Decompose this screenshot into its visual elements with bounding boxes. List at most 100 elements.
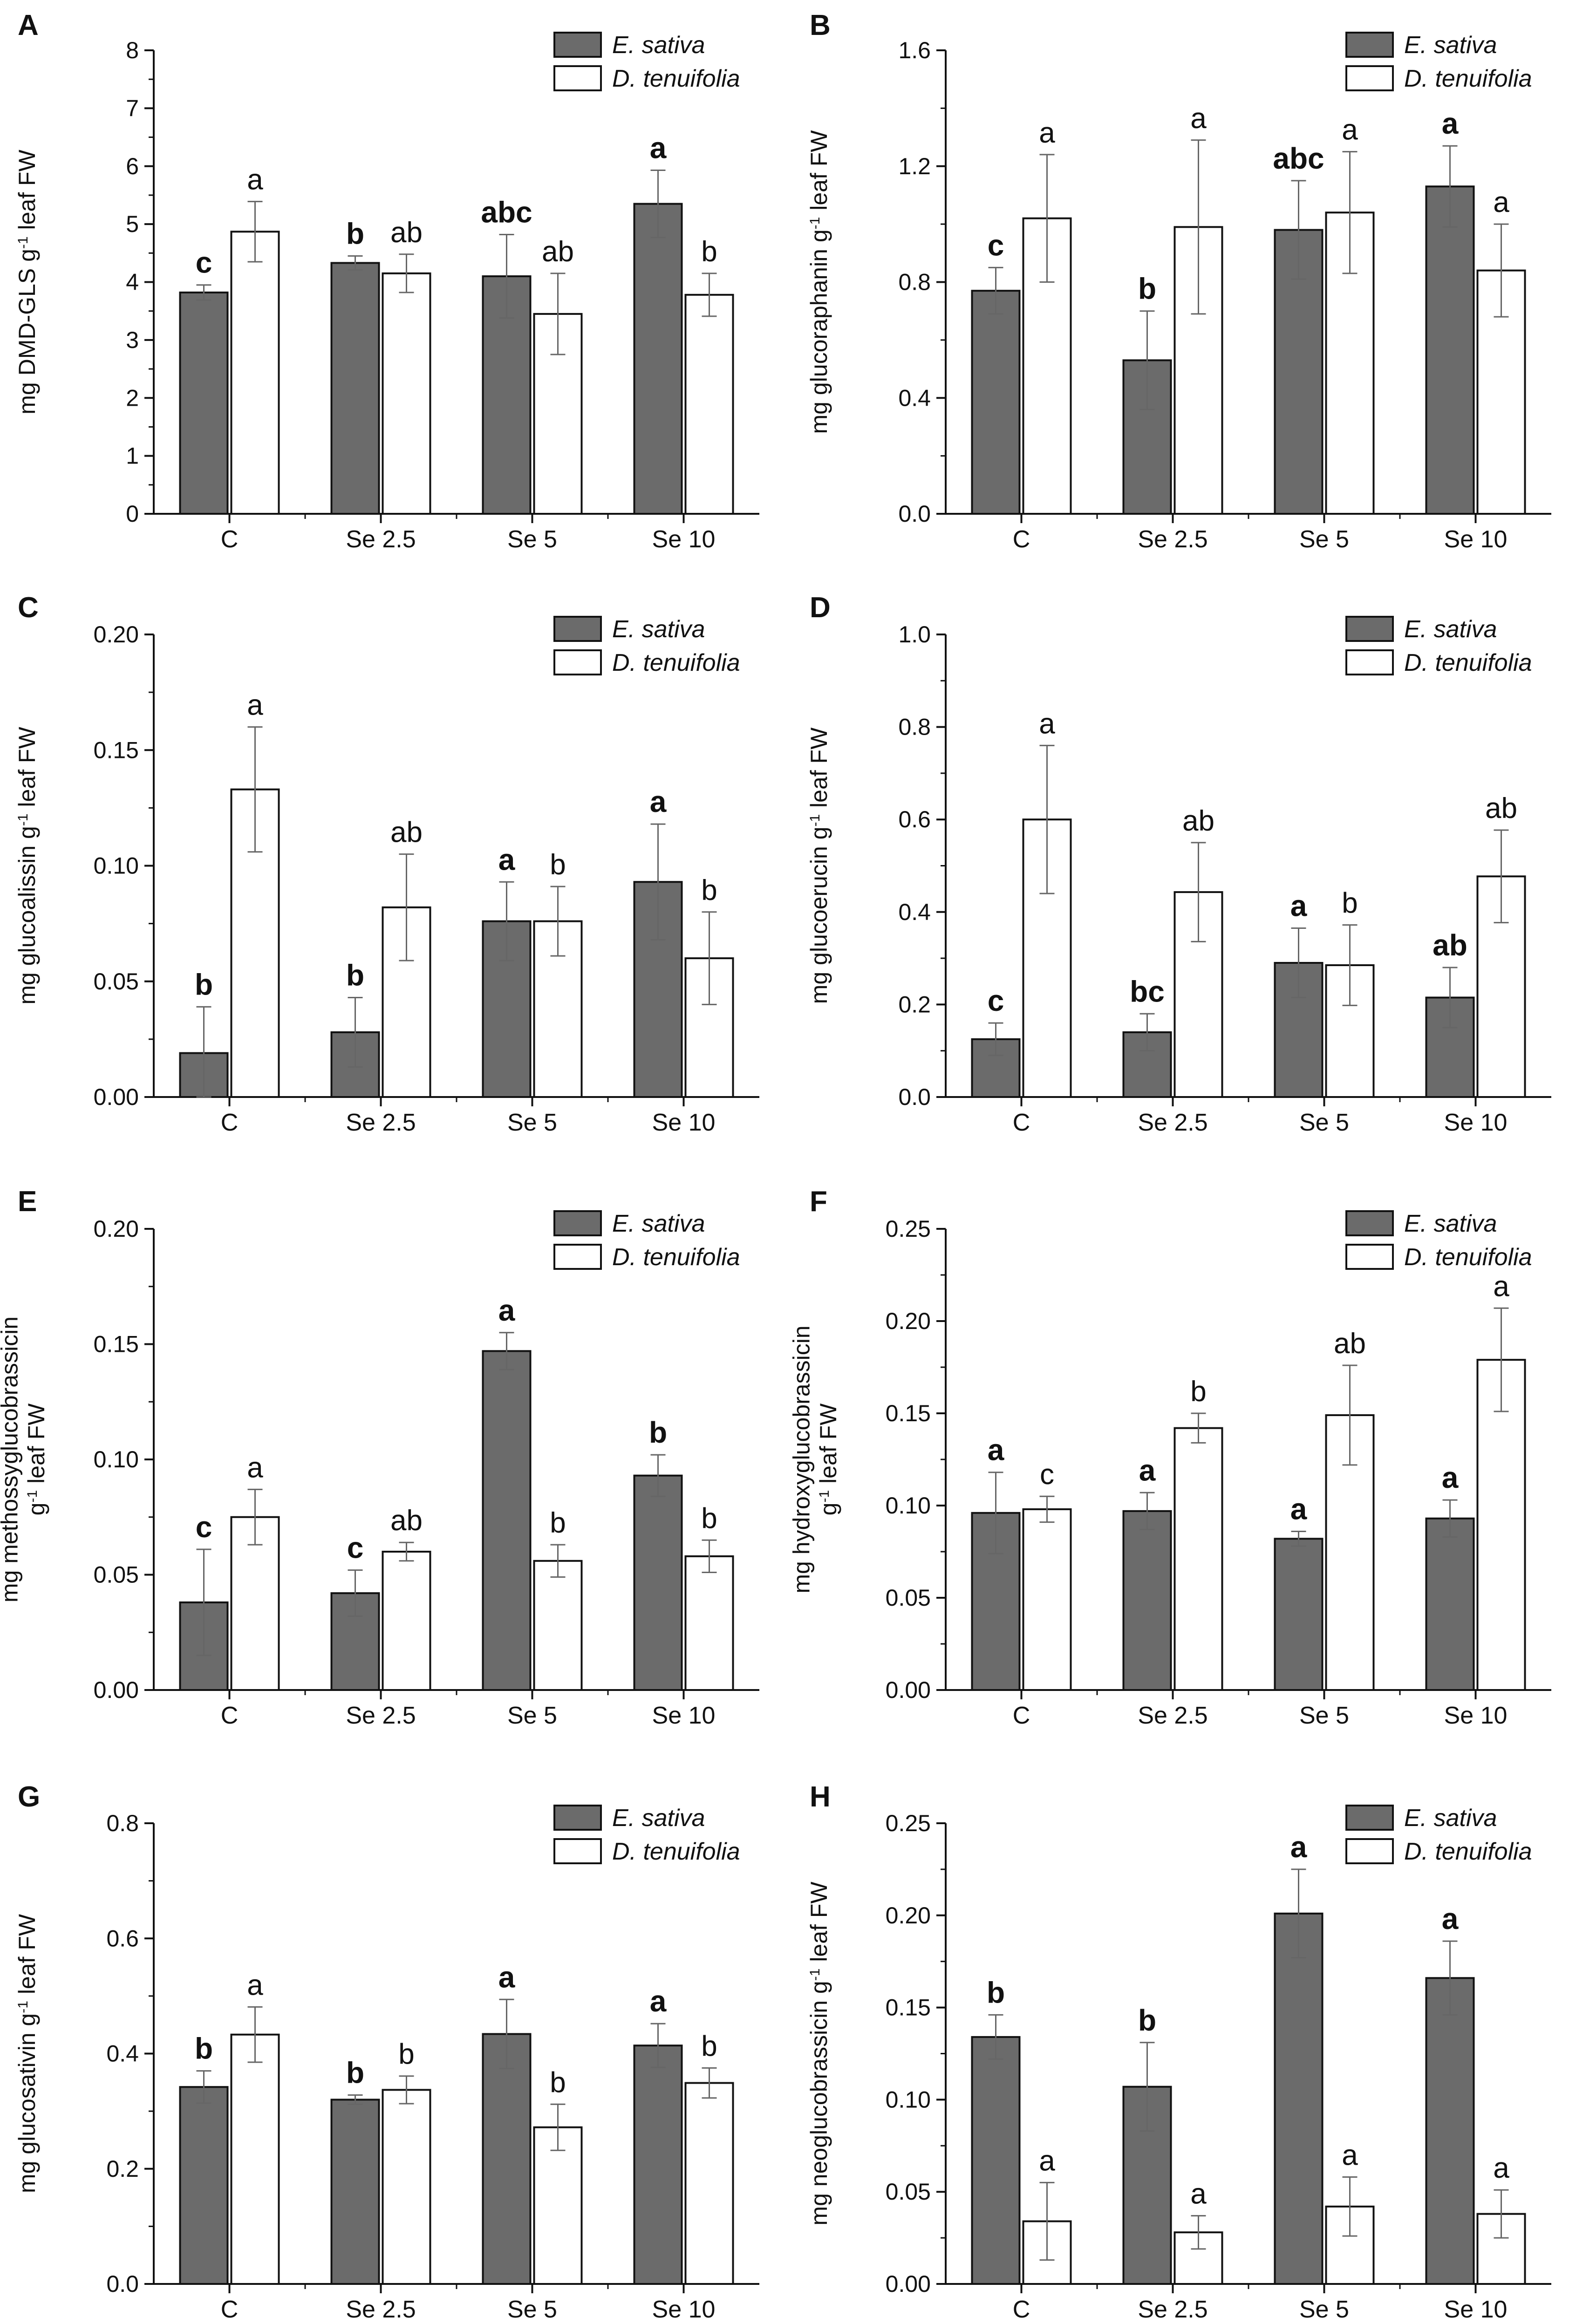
significance-letter: a [650, 1984, 667, 2018]
y-tick-label: 8 [126, 37, 139, 63]
y-tick-label: 0.15 [886, 1400, 931, 1426]
significance-letter: a [498, 1294, 515, 1327]
significance-letter: c [347, 1531, 364, 1565]
x-tick-label: Se 10 [652, 526, 716, 553]
y-tick-label: 0.20 [94, 621, 139, 647]
significance-letter: b [346, 959, 364, 992]
panel-letter: C [18, 592, 39, 624]
legend-swatch [553, 1805, 602, 1831]
significance-letter: a [1442, 1902, 1459, 1936]
x-tick-label: Se 10 [1444, 1702, 1508, 1729]
legend-label: E. sativa [612, 1210, 705, 1237]
legend-swatch [553, 1244, 602, 1270]
significance-letter: b [1190, 1376, 1206, 1408]
x-tick-label: Se 2.5 [346, 2296, 416, 2323]
significance-letter: b [701, 874, 717, 906]
significance-letter: ab [1485, 792, 1517, 825]
legend-label: D. tenuifolia [612, 1838, 740, 1865]
panel-b: B 0.0 0.4 0.8 1.2 1.6 mg glucoraphanin g-1 lea… [806, 9, 1551, 553]
y-tick-label: 0.4 [898, 385, 931, 411]
y-tick-label: 0.10 [886, 2086, 931, 2113]
significance-letter: a [1039, 117, 1055, 149]
y-axis-label: mg glucoalissin g-1 leaf FW [14, 727, 40, 1005]
y-tick-label: 0.05 [94, 968, 139, 995]
x-tick-label: C [1013, 1109, 1030, 1136]
y-tick-label: 0.00 [94, 1084, 139, 1110]
bar-e-sativa [971, 2036, 1021, 2285]
panel-letter: G [18, 1781, 40, 1813]
y-tick-label: 1.0 [898, 621, 931, 647]
significance-letter: ab [390, 817, 423, 849]
y-axis-label-group: mg neoglucobrassicin g-1 leaf FW [806, 1881, 832, 2226]
x-tick-label: C [1013, 526, 1030, 553]
panel-letter: B [810, 9, 831, 41]
significance-letter: ab [542, 236, 574, 268]
y-tick-label: 2 [126, 385, 139, 411]
y-tick-label: 4 [126, 269, 139, 295]
bar-e-sativa [633, 203, 683, 515]
x-tick-label: C [221, 526, 239, 553]
significance-letter: c [196, 246, 212, 279]
x-tick-label: Se 10 [1444, 1109, 1508, 1136]
legend-label: E. sativa [1404, 32, 1497, 59]
y-tick-label: 0.0 [898, 1084, 931, 1110]
y-tick-label: 1.2 [898, 153, 931, 179]
legend-swatch [1345, 649, 1394, 675]
bar-e-sativa [1425, 1517, 1475, 1691]
legend-label: D. tenuifolia [1404, 649, 1532, 676]
y-tick-label: 0.20 [886, 1308, 931, 1334]
panel-a: A 0 1 2 3 4 5 6 7 8 mg DMD-GLS g-1 leaf FW Cc a Se 2.… [14, 9, 759, 553]
panel-g: G 0.0 0.2 0.4 0.6 0.8 mg glucosativin g-1 leaf… [14, 1781, 759, 2323]
significance-letter: a [1190, 2178, 1207, 2210]
legend-swatch [1345, 1805, 1394, 1831]
legend-swatch [553, 1210, 602, 1236]
significance-letter: a [1139, 1453, 1156, 1487]
y-tick-label: 0 [126, 501, 139, 527]
significance-letter: a [1290, 1492, 1307, 1526]
legend-swatch [1345, 1244, 1394, 1270]
significance-letter: abc [1273, 142, 1324, 175]
y-tick-label: 0.0 [898, 501, 931, 527]
panel-letter: H [810, 1781, 831, 1813]
significance-letter: a [1442, 107, 1459, 140]
legend-label: D. tenuifolia [1404, 1244, 1532, 1271]
significance-letter: a [1493, 1270, 1509, 1302]
significance-letter: c [988, 228, 1004, 262]
significance-letter: b [649, 1416, 667, 1449]
legend-swatch [553, 65, 602, 91]
x-tick-label: Se 5 [1299, 526, 1349, 553]
significance-letter: a [247, 1452, 263, 1484]
x-tick-label: Se 10 [1444, 526, 1508, 553]
significance-letter: ab [390, 1505, 423, 1537]
panel-e: E 0.00 0.05 0.10 0.15 0.20 mg methossyglucobra… [0, 1186, 759, 1729]
legend-swatch [1345, 616, 1394, 642]
panel-letter: F [810, 1186, 827, 1218]
y-tick-label: 0.15 [94, 737, 139, 763]
significance-letter: c [196, 1510, 212, 1544]
x-tick-label: Se 5 [1299, 2296, 1349, 2323]
significance-letter: b [987, 1976, 1005, 2009]
significance-letter: b [1138, 272, 1156, 306]
y-tick-label: 0.05 [886, 2179, 931, 2205]
bar-d-tenuifolia [382, 272, 431, 515]
significance-letter: a [498, 843, 515, 876]
significance-letter: a [650, 131, 667, 164]
bar-d-tenuifolia [230, 1516, 280, 1691]
bar-e-sativa [1274, 1912, 1324, 2285]
legend-swatch [1345, 1838, 1394, 1864]
panel-f: F 0.00 0.05 0.10 0.15 0.20 0.25 mg hydroxygluco… [789, 1186, 1551, 1729]
y-tick-label: 0.25 [886, 1810, 931, 1836]
x-tick-label: Se 10 [652, 2296, 716, 2323]
bar-d-tenuifolia [382, 1551, 431, 1691]
y-tick-label: 6 [126, 153, 139, 179]
x-tick-label: Se 2.5 [346, 526, 416, 553]
y-tick-label: 0.8 [106, 1810, 139, 1836]
y-tick-label: 0.8 [898, 269, 931, 295]
significance-letter: b [195, 968, 213, 1001]
legend-label: D. tenuifolia [612, 65, 740, 92]
x-tick-label: Se 2.5 [1138, 1702, 1208, 1729]
bar-e-sativa [1425, 1977, 1475, 2285]
bar-e-sativa [330, 2099, 380, 2285]
x-tick-label: C [221, 2296, 239, 2323]
y-tick-label: 0.2 [106, 2156, 139, 2182]
